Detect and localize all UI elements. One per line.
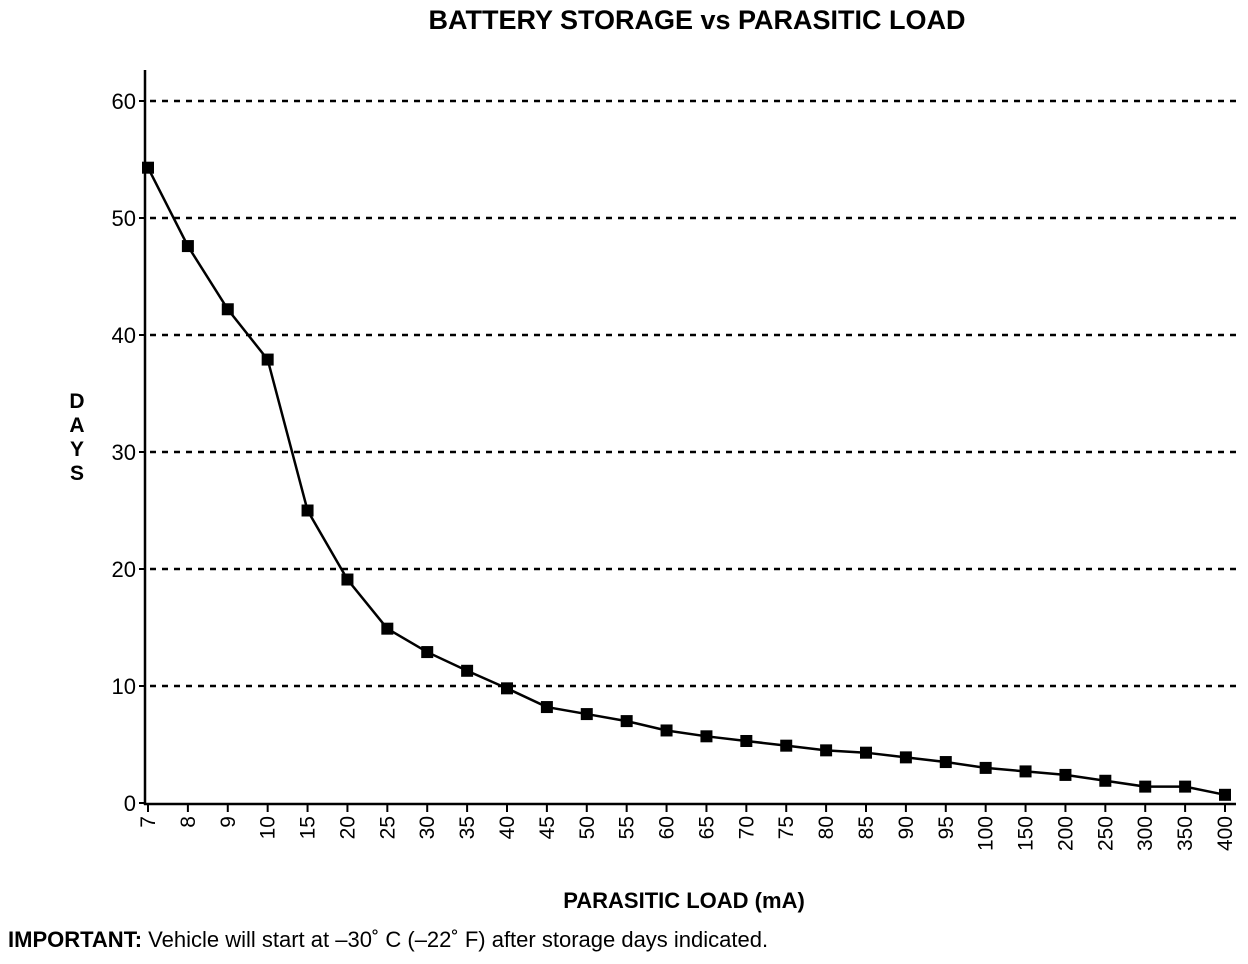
y-tick-label: 40 xyxy=(112,323,136,348)
x-tick-label: 65 xyxy=(695,816,718,839)
y-axis-label-letter: A xyxy=(69,414,84,437)
data-point xyxy=(620,715,633,728)
x-tick-label: 100 xyxy=(975,816,998,851)
y-tick-label: 0 xyxy=(124,791,136,816)
x-axis-label: PARASITIC LOAD (mA) xyxy=(563,888,805,913)
x-tick-label: 45 xyxy=(536,816,559,839)
data-point xyxy=(899,751,912,764)
data-point xyxy=(700,730,713,743)
y-tick-label: 20 xyxy=(112,557,136,582)
y-axis-label-letter: Y xyxy=(70,438,84,461)
x-tick-label: 7 xyxy=(137,816,160,828)
data-point xyxy=(939,756,952,769)
y-tick-label: 30 xyxy=(112,440,136,465)
data-point xyxy=(1139,780,1152,793)
x-tick-label: 90 xyxy=(895,816,918,839)
x-tick-label: 300 xyxy=(1134,816,1157,851)
x-tick-label: 60 xyxy=(656,816,679,839)
data-point xyxy=(142,161,154,174)
data-point xyxy=(740,734,753,747)
data-point xyxy=(860,746,872,759)
x-tick-label: 50 xyxy=(576,816,599,839)
x-tick-label: 85 xyxy=(855,816,878,839)
y-axis-label-letter: D xyxy=(69,390,84,413)
note-label: IMPORTANT: xyxy=(8,927,143,952)
data-point xyxy=(1019,765,1032,778)
x-tick-label: 55 xyxy=(616,816,639,839)
data-point xyxy=(580,708,593,721)
data-point xyxy=(540,701,553,714)
x-tick-label: 70 xyxy=(735,816,758,839)
x-tick-label: 400 xyxy=(1214,816,1237,851)
x-tick-label: 25 xyxy=(376,816,399,839)
x-tick-label: 80 xyxy=(815,816,838,839)
y-tick-label: 50 xyxy=(112,206,136,231)
data-point xyxy=(979,761,992,774)
note-text: Vehicle will start at –30˚ C (–22˚ F) af… xyxy=(142,927,769,952)
data-point xyxy=(660,724,673,737)
series-line xyxy=(146,167,1226,797)
data-point xyxy=(421,646,434,659)
x-tick-label: 10 xyxy=(257,816,280,839)
x-tick-label: 35 xyxy=(456,816,479,839)
chart-title: BATTERY STORAGE vs PARASITIC LOAD xyxy=(428,5,965,35)
y-tick-label: 60 xyxy=(112,89,136,114)
important-note: IMPORTANT: Vehicle will start at –30˚ C … xyxy=(8,927,768,953)
data-point xyxy=(181,240,194,253)
y-tick-label: 10 xyxy=(112,674,136,699)
data-point xyxy=(780,739,793,752)
x-tick-label: 75 xyxy=(775,816,798,839)
x-tick-label: 8 xyxy=(177,816,200,828)
data-point xyxy=(820,744,833,757)
data-point xyxy=(381,622,394,635)
data-point xyxy=(341,573,354,586)
data-point xyxy=(1059,768,1072,781)
x-tick-label: 200 xyxy=(1054,816,1077,851)
x-tick-label: 15 xyxy=(297,816,320,839)
data-point xyxy=(501,682,513,695)
x-tick-label: 150 xyxy=(1015,816,1038,851)
x-tick-label: 95 xyxy=(935,816,958,839)
data-point xyxy=(261,353,274,366)
data-point xyxy=(1179,780,1192,793)
x-tick-label: 40 xyxy=(496,816,519,839)
x-tick-label: 30 xyxy=(416,816,439,839)
x-tick-label: 20 xyxy=(336,816,359,839)
data-point xyxy=(301,504,314,517)
y-axis-label-letter: S xyxy=(70,462,84,485)
x-tick-label: 9 xyxy=(217,816,240,828)
data-point xyxy=(221,303,234,316)
data-point xyxy=(461,664,474,677)
data-point xyxy=(1219,788,1231,801)
data-point xyxy=(1099,774,1112,787)
x-tick-label: 350 xyxy=(1174,816,1197,851)
x-tick-label: 250 xyxy=(1094,816,1117,851)
